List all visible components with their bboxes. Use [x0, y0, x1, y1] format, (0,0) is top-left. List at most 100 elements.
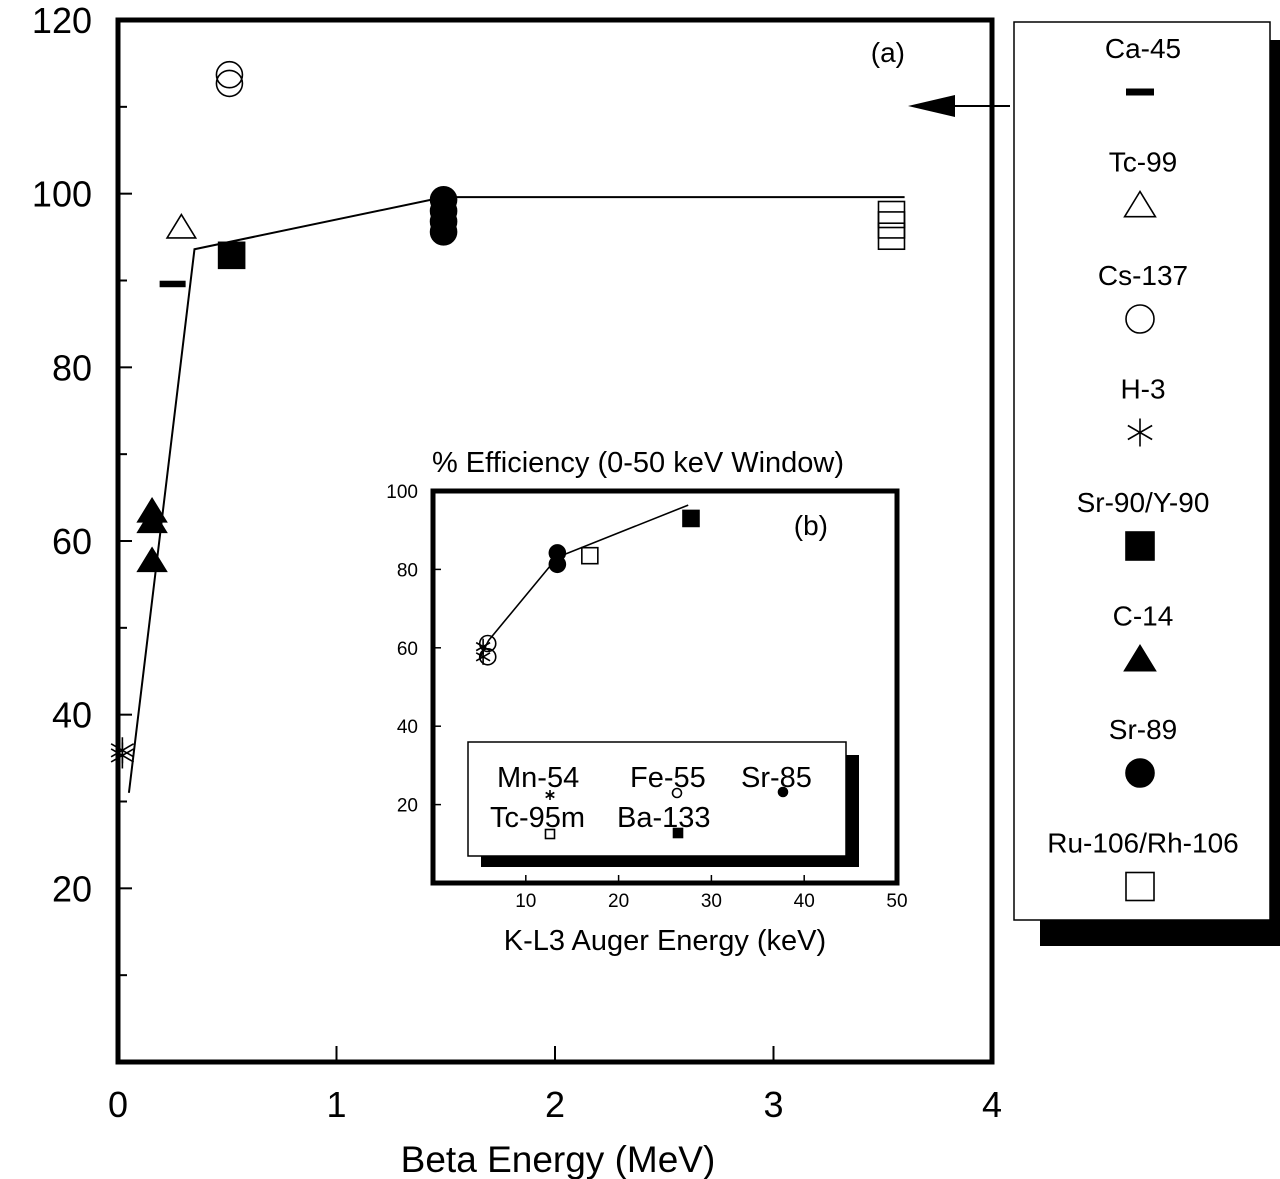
inset-point-tc-95m-0	[581, 546, 599, 565]
legend-marker-tc-99	[1123, 189, 1157, 218]
y-tick-label-100: 100	[32, 174, 92, 215]
circle-marker	[1125, 304, 1155, 334]
y-tick-label-120: 120	[32, 0, 92, 41]
circle-marker	[1125, 758, 1155, 788]
circle-marker	[215, 60, 244, 89]
inset-legend-marker-ba-133	[672, 827, 684, 839]
inset-y-tick-label-60: 60	[397, 639, 418, 660]
point-sr-90-y-90-0	[217, 241, 246, 270]
legend-label-tc-99: Tc-99	[1109, 147, 1177, 178]
inset-x-tick-label-50: 50	[886, 891, 907, 912]
inset-legend-label-fe55: Fe-55	[630, 762, 706, 794]
square-marker	[877, 222, 906, 251]
square-marker	[877, 211, 906, 239]
inset-x-axis-label: K-L3 Auger Energy (keV)	[504, 925, 826, 957]
circle-marker	[429, 218, 458, 246]
inset-point-ba-133-0	[682, 509, 700, 528]
inset-point-fe-55-1	[478, 648, 497, 666]
asterisk-stroke	[1127, 424, 1153, 441]
panel-a-label: (a)	[871, 37, 905, 68]
legend-marker-sr-89	[1125, 758, 1155, 788]
asterisk-stroke	[475, 641, 491, 652]
arrow-head	[908, 94, 955, 117]
legend-marker-cs-137	[1125, 304, 1155, 334]
inset-x-tick-label-10: 10	[515, 891, 536, 912]
asterisk-stroke	[110, 743, 135, 758]
point-ru-106-rh-106-2	[877, 222, 906, 251]
inset-legend-markers	[544, 786, 789, 840]
x-tick-label-4: 4	[982, 1084, 1002, 1125]
legend-marker-c-14	[1123, 643, 1157, 672]
square-marker	[217, 241, 246, 270]
inset-x-tick-label-40: 40	[794, 891, 815, 912]
point-h-3-1	[110, 737, 135, 764]
inset-point-sr-85-1	[548, 555, 567, 574]
legend-label-sr-90-y-90: Sr-90/Y-90	[1077, 487, 1210, 518]
square-marker	[581, 546, 599, 565]
square-marker	[672, 827, 684, 839]
circle-marker	[215, 69, 244, 98]
triangle-marker	[1123, 189, 1157, 218]
y-tick-label-60: 60	[52, 521, 92, 562]
inset-legend-marker-fe-55	[671, 787, 683, 799]
square-marker	[544, 828, 556, 840]
x-tick-label-3: 3	[763, 1084, 783, 1125]
bar-marker	[159, 280, 186, 288]
circle-marker	[478, 634, 497, 653]
triangle-marker	[1123, 643, 1157, 672]
inset-title: % Efficiency (0-50 keV Window)	[432, 447, 844, 479]
square-marker	[1125, 871, 1155, 902]
circle-marker	[671, 787, 683, 799]
legend-marker-ru-106-rh-106	[1125, 871, 1155, 902]
point-sr-89-3	[429, 218, 458, 246]
square-marker	[682, 509, 700, 528]
panel-b-label: (b)	[794, 510, 828, 541]
y-tick-label-80: 80	[52, 347, 92, 388]
y-tick-label-20: 20	[52, 868, 92, 909]
point-cs-137-1	[215, 60, 244, 89]
bar-marker	[1126, 88, 1154, 96]
inset-legend-label-mn54: Mn-54	[497, 762, 579, 794]
inset-data-points	[475, 509, 700, 666]
triangle-marker	[136, 546, 168, 573]
inset-legend-marker-mn-54	[545, 790, 555, 800]
inset-point-mn-54-1	[475, 648, 491, 665]
inset-legend-box	[467, 741, 847, 857]
y-tick-label-40: 40	[52, 695, 92, 736]
square-marker	[1125, 531, 1155, 561]
point-c-14-2	[136, 546, 168, 573]
x-tick-label-2: 2	[545, 1084, 565, 1125]
inset-point-fe-55-0	[478, 634, 497, 653]
triangle-marker	[165, 212, 198, 239]
legend-label-sr-89: Sr-89	[1109, 714, 1177, 745]
asterisk-stroke	[545, 791, 555, 799]
legend-label-ru-106-rh-106: Ru-106/Rh-106	[1047, 828, 1238, 859]
circle-marker	[478, 648, 497, 666]
x-tick-label-1: 1	[326, 1084, 346, 1125]
point-tc-99-0	[165, 212, 198, 239]
main-x-axis-label: Beta Energy (MeV)	[401, 1139, 716, 1179]
point-cs-137-0	[215, 69, 244, 98]
inset-y-tick-label-20: 20	[397, 796, 418, 817]
inset-legend-label-sr85: Sr-85	[741, 762, 812, 794]
x-tick-label-0: 0	[108, 1084, 128, 1125]
inset-legend-marker-sr-85	[777, 786, 789, 798]
triangle-marker	[136, 496, 168, 523]
point-c-14-1	[136, 496, 168, 523]
legend-label-ca-45: Ca-45	[1105, 33, 1181, 64]
legend-label-c-14: C-14	[1113, 601, 1174, 632]
circle-marker	[548, 555, 567, 574]
inset-y-tick-label-40: 40	[397, 717, 418, 738]
inset-legend-label-tc95m: Tc-95m	[490, 802, 585, 834]
inset-y-tick-label-100: 100	[386, 482, 418, 503]
inset-axis-ticks	[433, 490, 898, 883]
main-data-points	[110, 60, 906, 769]
main-arrow-annotation	[908, 94, 1010, 117]
point-ru-106-rh-106-1	[877, 211, 906, 239]
legend-label-h-3: H-3	[1120, 374, 1165, 405]
inset-legend: Mn-54 Fe-55 Sr-85 Tc-95m Ba-133	[467, 741, 859, 867]
legend-marker-ca-45	[1126, 88, 1154, 96]
legend-items: Ca-45 Tc-99 Cs-137 H-3 Sr-90/Y-90 C-14 Sr-89 Ru…	[1047, 33, 1239, 902]
main-axis-tick-labels: 20 40 60 80 100 120 0 1 2 3 4	[32, 0, 1002, 1125]
